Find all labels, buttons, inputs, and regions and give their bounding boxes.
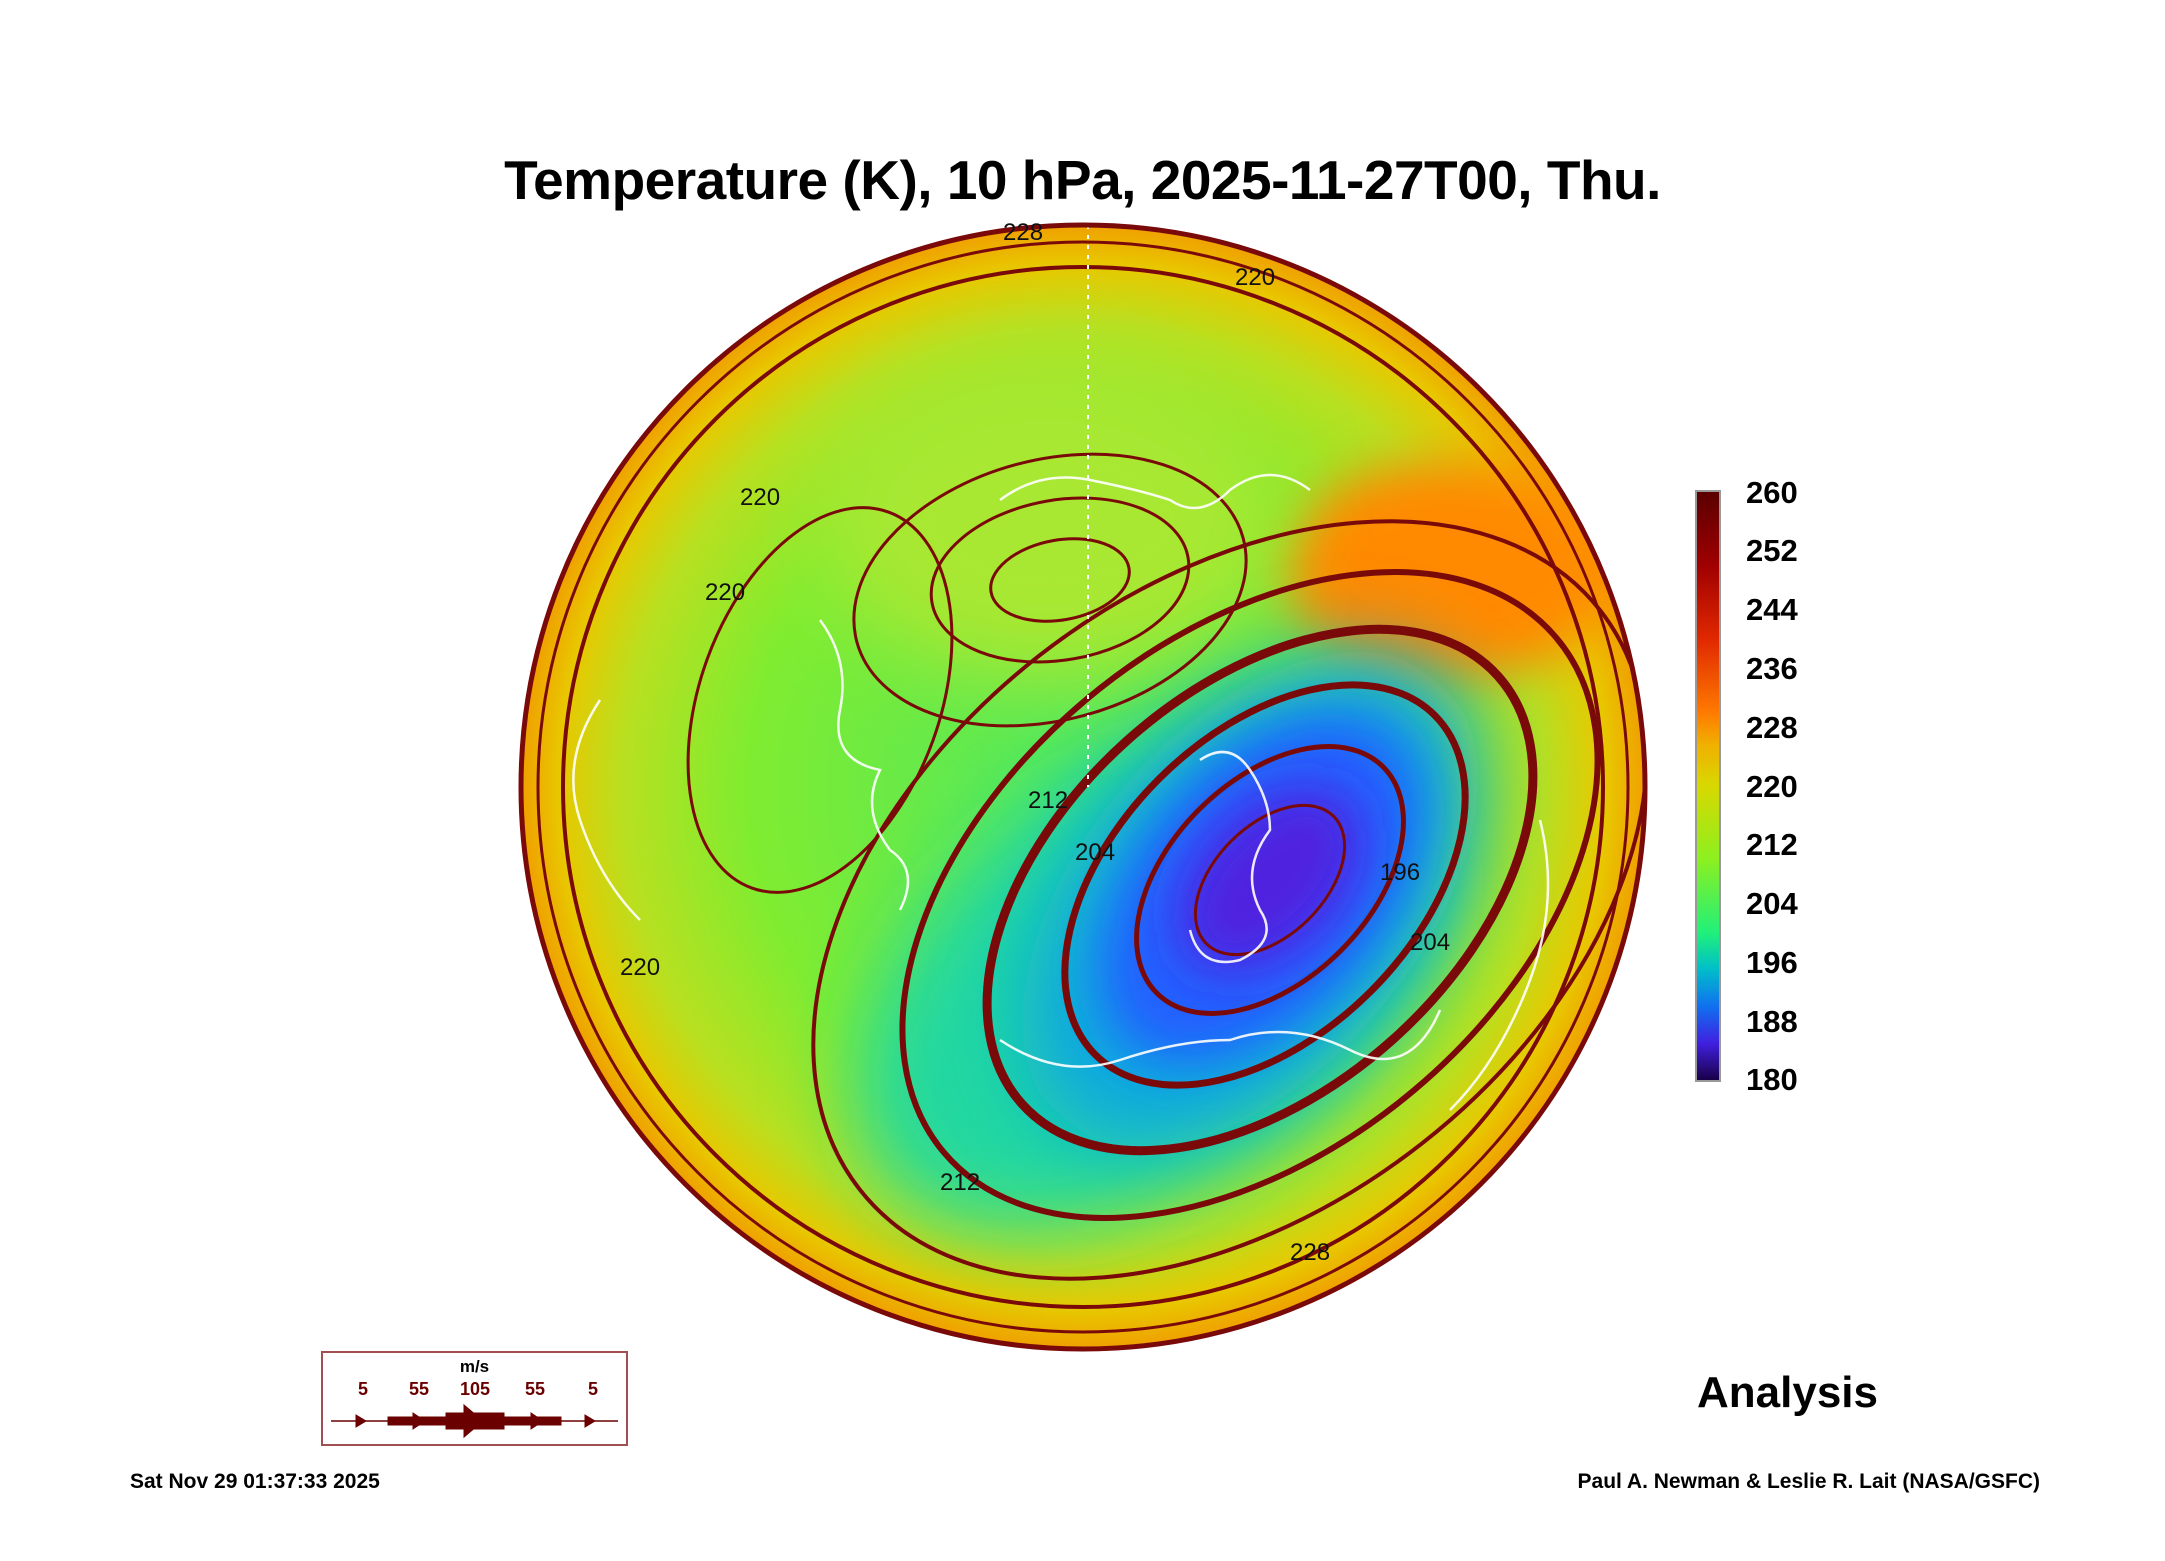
contour-label: 204	[1075, 839, 1115, 866]
contour-label: 220	[1235, 264, 1275, 291]
contour-label: 204	[1410, 929, 1450, 956]
wind-legend-value: 55	[524, 1379, 546, 1399]
product-label: Analysis	[1697, 1368, 1878, 1417]
wind-speed-legend: m/s 5 55 105 55 5	[321, 1351, 628, 1446]
wind-streamlines	[536, 240, 1645, 1334]
wind-arrow-scale-icon	[331, 1403, 618, 1439]
generation-timestamp: Sat Nov 29 01:37:33 2025	[130, 1470, 380, 1493]
temperature-field	[521, 225, 1645, 1349]
contour-label: 212	[940, 1169, 980, 1196]
contour-label: 196	[1380, 859, 1420, 886]
contour-label: 220	[740, 484, 780, 511]
colorbar-label: 196	[1746, 945, 1798, 980]
plot-title: Temperature (K), 10 hPa, 2025-11-27T00, …	[504, 149, 1661, 211]
colorbar-label: 260	[1746, 475, 1798, 510]
contour-labels: 228 220 220 220 212 204 196 204 212 228 …	[620, 219, 1450, 1266]
colorbar-label: 188	[1746, 1004, 1798, 1039]
colorbar-label: 244	[1746, 592, 1798, 627]
credit: Paul A. Newman & Leslie R. Lait (NASA/GS…	[1577, 1470, 2040, 1493]
contour-label: 228	[1003, 219, 1043, 246]
colorbar-label: 220	[1746, 769, 1798, 804]
contour-label: 228	[1290, 1239, 1330, 1266]
coastlines	[572, 473, 1550, 1111]
wind-legend-value: 5	[587, 1379, 599, 1399]
map-boundary	[518, 222, 1648, 1352]
colorbar-label: 204	[1746, 886, 1798, 921]
colorbar-label: 252	[1746, 533, 1798, 568]
contour-label: 220	[705, 579, 745, 606]
colorbar-label: 180	[1746, 1062, 1798, 1097]
contour-label: 212	[1028, 787, 1068, 814]
contour-label: 220	[620, 954, 660, 981]
colorbar	[1695, 490, 1721, 1082]
colorbar-label: 212	[1746, 827, 1798, 862]
colorbar-label: 228	[1746, 710, 1798, 745]
wind-legend-value: 105	[459, 1379, 491, 1399]
wind-legend-unit: m/s	[459, 1357, 490, 1376]
wind-legend-value: 5	[357, 1379, 369, 1399]
colorbar-label: 236	[1746, 651, 1798, 686]
warm-anomaly	[1280, 460, 1620, 680]
wind-legend-value: 55	[408, 1379, 430, 1399]
